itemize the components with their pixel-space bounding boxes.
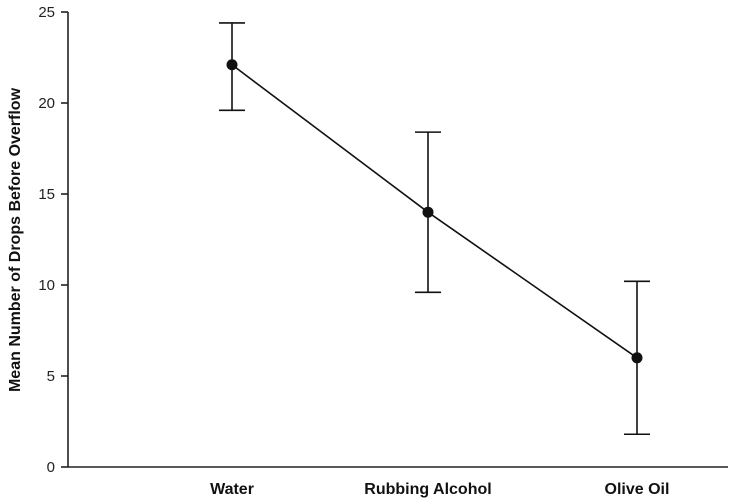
- x-axis-labels: Water Rubbing Alcohol Olive Oil: [210, 481, 669, 498]
- axes: [67, 12, 728, 468]
- series-line: [231, 64, 638, 359]
- y-tick-label-25: 25: [38, 4, 55, 21]
- y-tick-label-5: 5: [47, 368, 55, 385]
- data-point-rubbing-alcohol: [422, 206, 434, 218]
- series-layer: [219, 22, 650, 436]
- y-tick-label-10: 10: [38, 277, 55, 294]
- y-axis-ticks: 0 5 10 15 20 25: [38, 4, 68, 476]
- data-point-water: [226, 59, 238, 71]
- y-tick-label-0: 0: [47, 459, 55, 476]
- data-point-olive-oil: [631, 352, 643, 364]
- y-axis-title: Mean Number of Drops Before Overflow: [7, 87, 24, 392]
- y-tick-label-20: 20: [38, 95, 55, 112]
- x-label-water: Water: [210, 481, 254, 498]
- x-label-rubbing-alcohol: Rubbing Alcohol: [364, 481, 491, 498]
- y-tick-label-15: 15: [38, 186, 55, 203]
- x-label-olive-oil: Olive Oil: [605, 481, 670, 498]
